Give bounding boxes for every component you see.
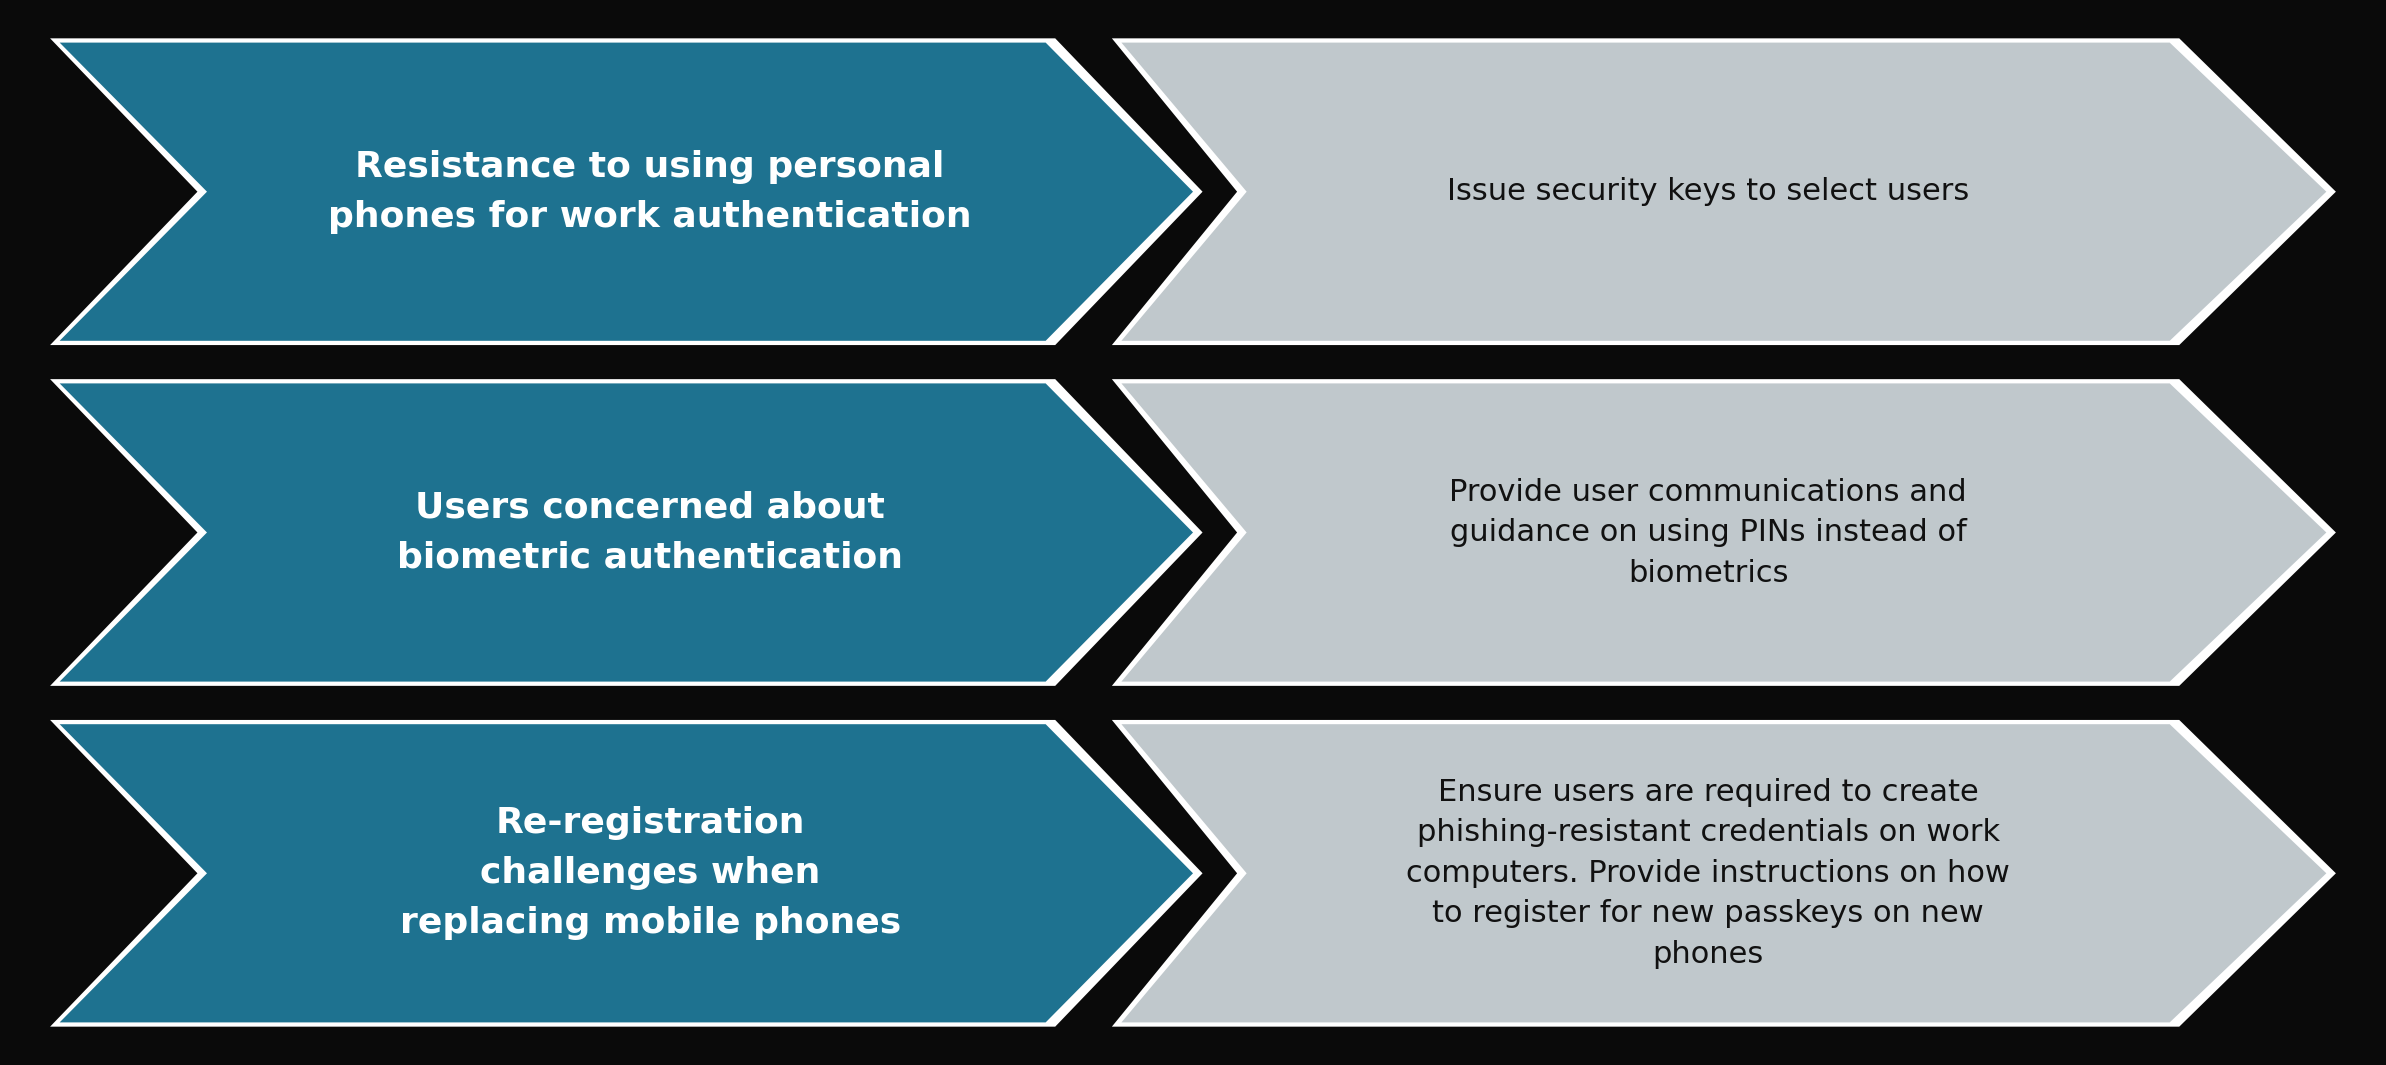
Text: Provide user communications and
guidance on using PINs instead of
biometrics: Provide user communications and guidance… bbox=[1448, 477, 1966, 588]
Polygon shape bbox=[60, 724, 1193, 1022]
Polygon shape bbox=[1112, 379, 2336, 686]
Polygon shape bbox=[1121, 43, 2326, 341]
Polygon shape bbox=[1121, 383, 2326, 682]
Polygon shape bbox=[1121, 724, 2326, 1022]
Polygon shape bbox=[50, 720, 1203, 1027]
Text: Re-registration
challenges when
replacing mobile phones: Re-registration challenges when replacin… bbox=[398, 806, 902, 940]
Polygon shape bbox=[50, 38, 1203, 345]
Polygon shape bbox=[1112, 38, 2336, 345]
Polygon shape bbox=[50, 379, 1203, 686]
Text: Ensure users are required to create
phishing-resistant credentials on work
compu: Ensure users are required to create phis… bbox=[1405, 777, 2009, 969]
Polygon shape bbox=[60, 383, 1193, 682]
Text: Resistance to using personal
phones for work authentication: Resistance to using personal phones for … bbox=[329, 149, 971, 234]
Text: Issue security keys to select users: Issue security keys to select users bbox=[1446, 177, 1968, 207]
Polygon shape bbox=[1112, 720, 2336, 1027]
Text: Users concerned about
biometric authentication: Users concerned about biometric authenti… bbox=[396, 490, 904, 575]
Polygon shape bbox=[60, 43, 1193, 341]
